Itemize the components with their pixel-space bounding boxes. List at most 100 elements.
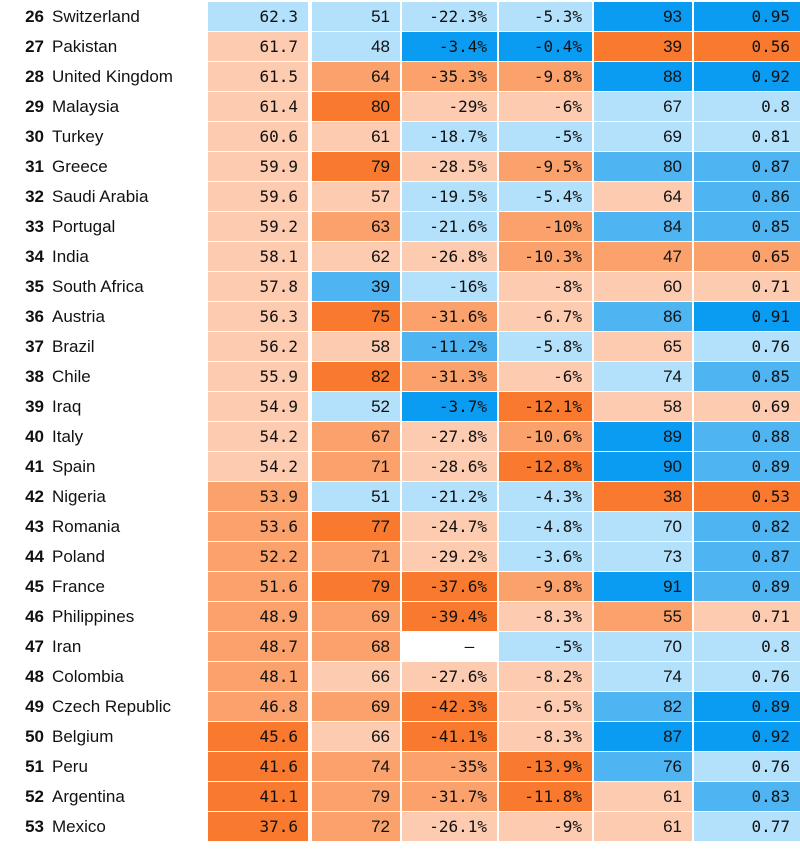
- col2-cell: 77: [312, 512, 400, 541]
- table-row: 36 Austria 56.3 75 -31.6% -6.7% 86 0.91: [0, 302, 800, 332]
- col2-cell: 68: [312, 632, 400, 661]
- col2-cell: 80: [312, 92, 400, 121]
- col2-cell: 52: [312, 392, 400, 421]
- rank-label: 28: [25, 67, 44, 86]
- table-row: 47 Iran 48.7 68– -5% 70 0.8: [0, 632, 800, 662]
- col2-cell: 58: [312, 332, 400, 361]
- col4-cell: -6%: [499, 92, 592, 121]
- col6-cell: 0.95: [694, 2, 800, 31]
- col2-cell: 48: [312, 32, 400, 61]
- col4-cell: -6.5%: [499, 692, 592, 721]
- col5-cell: 74: [594, 362, 692, 391]
- rank-label: 31: [25, 157, 44, 176]
- country-label: Philippines: [52, 607, 135, 626]
- col1-cell: 60.6: [208, 122, 308, 151]
- col1-cell: 59.2: [208, 212, 308, 241]
- col2-cell: 66: [312, 722, 400, 751]
- col1-cell: 57.8: [208, 272, 308, 301]
- col3-cell: -3.4%: [402, 32, 497, 61]
- col2-cell: 51: [312, 482, 400, 511]
- col3-cell: -39.4%: [402, 602, 497, 631]
- col4-cell: -9.8%: [499, 572, 592, 601]
- table-row: 52 Argentina 41.1 79 -31.7% -11.8% 61 0.83: [0, 782, 800, 812]
- col1-cell: 59.6: [208, 182, 308, 211]
- rank-label: 47: [25, 637, 44, 656]
- col4-cell: -3.6%: [499, 542, 592, 571]
- col2-cell: 62: [312, 242, 400, 271]
- col6-cell: 0.89: [694, 452, 800, 481]
- rank-label: 43: [25, 517, 44, 536]
- col3-cell: -29%: [402, 92, 497, 121]
- country-label: Saudi Arabia: [52, 187, 149, 206]
- col3-cell: -28.5%: [402, 152, 497, 181]
- col3-cell: -37.6%: [402, 572, 497, 601]
- col1-cell: 53.6: [208, 512, 308, 541]
- col4-cell: -9%: [499, 812, 592, 841]
- rank-label: 35: [25, 277, 44, 296]
- col6-cell: 0.92: [694, 722, 800, 751]
- col6-cell: 0.92: [694, 62, 800, 91]
- rank-label: 32: [25, 187, 44, 206]
- col1-cell: 54.2: [208, 452, 308, 481]
- col1-cell: 61.4: [208, 92, 308, 121]
- table-row: 50 Belgium 45.6 66 -41.1% -8.3% 87 0.92: [0, 722, 800, 752]
- col5-cell: 90: [594, 452, 692, 481]
- col1-cell: 45.6: [208, 722, 308, 751]
- col1-cell: 41.6: [208, 752, 308, 781]
- col6-cell: 0.91: [694, 302, 800, 331]
- country-label: Portugal: [52, 217, 116, 236]
- country-label: Argentina: [52, 787, 125, 806]
- country-label: Spain: [52, 457, 96, 476]
- col4-cell: -10.3%: [499, 242, 592, 271]
- table-row: 51 Peru 41.6 74 -35% -13.9% 76 0.76: [0, 752, 800, 782]
- col5-cell: 61: [594, 812, 692, 841]
- col6-cell: 0.77: [694, 812, 800, 841]
- col3-cell: -3.7%: [402, 392, 497, 421]
- rank-label: 39: [25, 397, 44, 416]
- col5-cell: 82: [594, 692, 692, 721]
- col6-cell: 0.86: [694, 182, 800, 211]
- col6-cell: 0.89: [694, 572, 800, 601]
- col3-cell: –: [402, 632, 497, 661]
- col3-cell: -18.7%: [402, 122, 497, 151]
- country-label: Colombia: [52, 667, 124, 686]
- col5-cell: 88: [594, 62, 692, 91]
- col4-cell: -12.8%: [499, 452, 592, 481]
- col1-cell: 48.7: [208, 632, 308, 661]
- col6-cell: 0.8: [694, 92, 800, 121]
- col3-cell: -27.6%: [402, 662, 497, 691]
- country-label: United Kingdom: [52, 67, 173, 86]
- country-label: Italy: [52, 427, 84, 446]
- col1-cell: 55.9: [208, 362, 308, 391]
- col3-cell: -19.5%: [402, 182, 497, 211]
- col4-cell: -5.3%: [499, 2, 592, 31]
- col6-cell: 0.71: [694, 602, 800, 631]
- col6-cell: 0.76: [694, 752, 800, 781]
- rank-label: 52: [25, 787, 44, 806]
- rank-label: 34: [25, 247, 44, 266]
- col2-cell: 79: [312, 152, 400, 181]
- rank-label: 45: [25, 577, 44, 596]
- country-label: Iran: [52, 637, 82, 656]
- col6-cell: 0.85: [694, 362, 800, 391]
- col1-cell: 56.2: [208, 332, 308, 361]
- col2-cell: 51: [312, 2, 400, 31]
- col3-cell: -27.8%: [402, 422, 497, 451]
- col4-cell: -6.7%: [499, 302, 592, 331]
- col5-cell: 87: [594, 722, 692, 751]
- country-label: Chile: [52, 367, 91, 386]
- col5-cell: 55: [594, 602, 692, 631]
- col3-cell: -42.3%: [402, 692, 497, 721]
- table-row: 37 Brazil 56.2 58 -11.2% -5.8% 65 0.76: [0, 332, 800, 362]
- col5-cell: 89: [594, 422, 692, 451]
- col4-cell: -9.5%: [499, 152, 592, 181]
- table-row: 39 Iraq 54.9 52 -3.7% -12.1% 58 0.69: [0, 392, 800, 422]
- col2-cell: 64: [312, 62, 400, 91]
- table-row: 44 Poland 52.2 71 -29.2% -3.6% 73 0.87: [0, 542, 800, 572]
- country-label: France: [52, 577, 105, 596]
- rank-label: 40: [25, 427, 44, 446]
- rank-label: 30: [25, 127, 44, 146]
- col5-cell: 38: [594, 482, 692, 511]
- col6-cell: 0.71: [694, 272, 800, 301]
